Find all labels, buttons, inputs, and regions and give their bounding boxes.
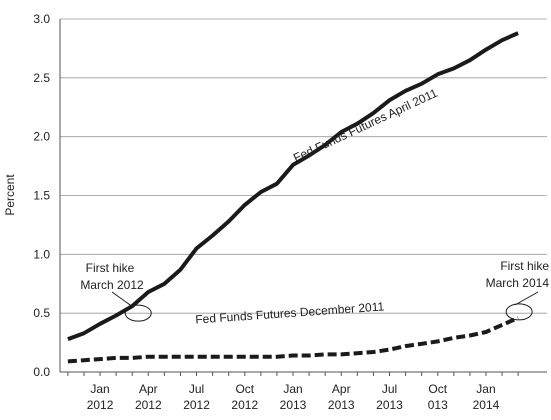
x-tick-month: Apr <box>139 382 158 396</box>
x-tick-year: 2013 <box>376 398 403 412</box>
x-tick-month: Jul <box>382 382 397 396</box>
series-line-december-2011 <box>67 316 519 364</box>
x-tick-month: Oct <box>428 382 447 396</box>
y-tick-label: 1.5 <box>33 189 50 203</box>
annotation-first-hike-2014-line1: First hike <box>500 259 549 273</box>
annotation-first-hike-2012-line1: First hike <box>86 261 135 275</box>
annotation-leader-2014 <box>514 291 539 306</box>
annotation-first-hike-2014-line2: March 2014 <box>486 276 550 290</box>
y-tick-label: 2.5 <box>33 71 50 85</box>
series-label-april-2011: Fed Funds Futures April 2011 <box>291 86 440 165</box>
y-tick-label: 1.0 <box>33 247 50 261</box>
x-axis-ticks: Jan 2012 Apr 2012 Jul 2012 Oct 2012 Jan 2013 Apr 20… <box>67 372 519 412</box>
gridlines <box>60 18 547 314</box>
plot-frame <box>59 19 547 373</box>
y-axis-ticks: 0.0 0.5 1.0 1.5 2.0 2.5 3.0 <box>33 12 50 379</box>
x-tick-month: Jan <box>283 382 302 396</box>
x-tick-month: Jan <box>476 382 495 396</box>
y-axis-label: Percent <box>3 174 17 216</box>
x-tick-month: Apr <box>332 382 351 396</box>
series-lines <box>67 31 519 364</box>
x-tick-year: 2012 <box>183 398 210 412</box>
series-line-april-2011 <box>67 31 519 341</box>
y-tick-label: 0.5 <box>33 306 50 320</box>
x-tick-month: Jul <box>189 382 204 396</box>
x-tick-year: 2012 <box>231 398 258 412</box>
series-label-december-2011: Fed Funds Futures December 2011 <box>195 299 385 326</box>
x-tick-year: 2013 <box>280 398 307 412</box>
x-tick-year: 013 <box>428 398 448 412</box>
annotation-leader-2012 <box>111 291 134 308</box>
y-tick-label: 2.0 <box>33 130 50 144</box>
x-tick-year: 2014 <box>473 398 500 412</box>
x-tick-month: Jan <box>90 382 109 396</box>
y-tick-label: 0.0 <box>33 365 50 379</box>
x-tick-month: Oct <box>235 382 254 396</box>
annotation-ellipse-2014 <box>505 303 533 321</box>
x-tick-year: 2013 <box>328 398 355 412</box>
x-tick-year: 2012 <box>87 398 114 412</box>
x-tick-year: 2012 <box>135 398 162 412</box>
annotation-ellipse-2012 <box>124 304 152 322</box>
annotation-first-hike-2012-line2: March 2012 <box>80 278 144 292</box>
y-tick-label: 3.0 <box>33 12 50 26</box>
